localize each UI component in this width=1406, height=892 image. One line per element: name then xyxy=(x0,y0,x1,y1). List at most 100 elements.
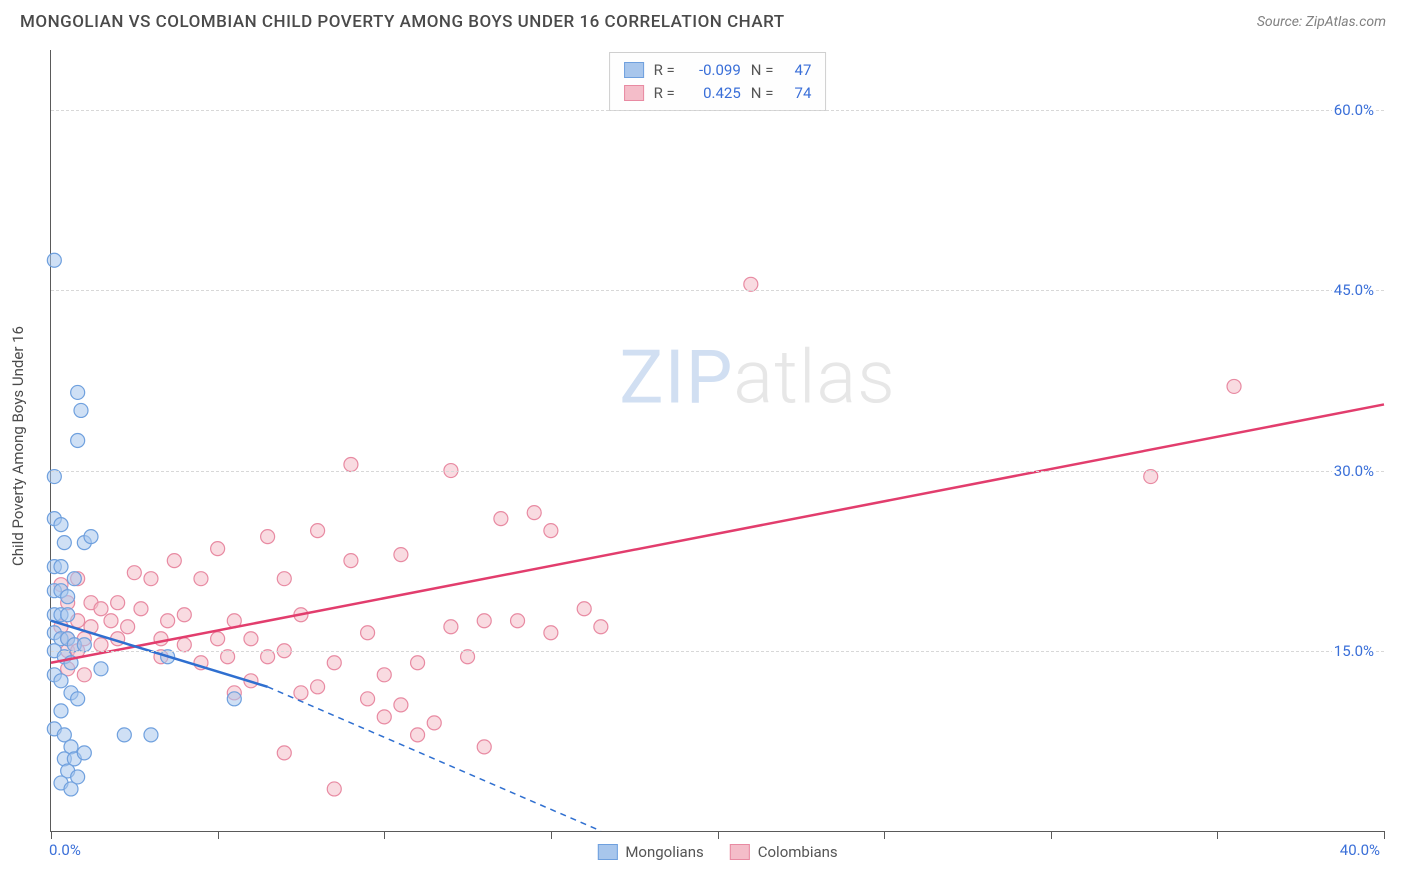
data-point xyxy=(411,656,425,670)
data-point xyxy=(311,680,325,694)
data-point xyxy=(111,596,125,610)
data-point xyxy=(61,590,75,604)
data-point xyxy=(71,770,85,784)
r-label: R = xyxy=(654,59,675,82)
data-point xyxy=(261,650,275,664)
chart-title: MONGOLIAN VS COLOMBIAN CHILD POVERTY AMO… xyxy=(20,12,785,32)
y-axis-title: Child Poverty Among Boys Under 16 xyxy=(9,326,27,566)
r-value-colombians: 0.425 xyxy=(685,82,741,105)
data-point xyxy=(377,710,391,724)
data-point xyxy=(94,638,108,652)
y-tick-label: 45.0% xyxy=(1332,281,1376,299)
data-point xyxy=(117,728,131,742)
x-tick xyxy=(384,831,385,839)
data-point xyxy=(227,692,241,706)
data-point xyxy=(311,524,325,538)
swatch-colombians xyxy=(624,85,644,101)
chart-header: MONGOLIAN VS COLOMBIAN CHILD POVERTY AMO… xyxy=(0,0,1406,40)
x-tick xyxy=(551,831,552,839)
data-point xyxy=(211,542,225,556)
x-tick xyxy=(51,831,52,839)
data-point xyxy=(461,650,475,664)
x-axis-label-max: 40.0% xyxy=(1340,841,1380,859)
data-point xyxy=(261,530,275,544)
x-tick xyxy=(1051,831,1052,839)
data-point xyxy=(344,458,358,472)
data-point xyxy=(1227,379,1241,393)
data-point xyxy=(277,746,291,760)
data-point xyxy=(177,638,191,652)
data-point xyxy=(377,668,391,682)
data-point xyxy=(134,602,148,616)
data-point xyxy=(361,692,375,706)
scatter-svg xyxy=(51,50,1384,831)
data-point xyxy=(47,470,61,484)
data-point xyxy=(71,692,85,706)
data-point xyxy=(494,512,508,526)
data-point xyxy=(394,548,408,562)
gridline xyxy=(51,290,1384,291)
data-point xyxy=(221,650,235,664)
swatch-mongolians xyxy=(624,62,644,78)
data-point xyxy=(121,620,135,634)
data-point xyxy=(77,638,91,652)
data-point xyxy=(77,746,91,760)
data-point xyxy=(327,656,341,670)
data-point xyxy=(427,716,441,730)
data-point xyxy=(244,632,258,646)
data-point xyxy=(67,572,81,586)
data-point xyxy=(527,506,541,520)
data-point xyxy=(167,554,181,568)
legend-row-mongolians: R = -0.099 N = 47 xyxy=(624,59,812,82)
n-label: N = xyxy=(751,82,774,105)
data-point xyxy=(47,253,61,267)
data-point xyxy=(54,674,68,688)
data-point xyxy=(544,626,558,640)
data-point xyxy=(54,518,68,532)
gridline xyxy=(51,651,1384,652)
data-point xyxy=(74,403,88,417)
data-point xyxy=(194,572,208,586)
data-point xyxy=(71,385,85,399)
data-point xyxy=(144,572,158,586)
data-point xyxy=(1144,470,1158,484)
r-label: R = xyxy=(654,82,675,105)
x-tick xyxy=(1384,831,1385,839)
x-tick xyxy=(218,831,219,839)
data-point xyxy=(511,614,525,628)
correlation-legend: R = -0.099 N = 47 R = 0.425 N = 74 xyxy=(609,52,827,111)
data-point xyxy=(77,668,91,682)
data-point xyxy=(54,704,68,718)
data-point xyxy=(277,572,291,586)
data-point xyxy=(177,608,191,622)
data-point xyxy=(361,626,375,640)
x-tick xyxy=(1217,831,1218,839)
x-tick xyxy=(884,831,885,839)
chart-source: Source: ZipAtlas.com xyxy=(1257,14,1386,30)
data-point xyxy=(327,782,341,796)
data-point xyxy=(577,602,591,616)
data-point xyxy=(211,632,225,646)
gridline xyxy=(51,110,1384,111)
data-point xyxy=(94,662,108,676)
x-tick xyxy=(718,831,719,839)
data-point xyxy=(71,434,85,448)
data-point xyxy=(477,740,491,754)
data-point xyxy=(127,566,141,580)
legend-label-colombians: Colombians xyxy=(758,843,838,861)
plot-area: ZIPatlas R = -0.099 N = 47 R = 0.425 N =… xyxy=(50,50,1384,832)
data-point xyxy=(84,530,98,544)
data-point xyxy=(444,620,458,634)
legend-row-colombians: R = 0.425 N = 74 xyxy=(624,82,812,105)
legend-item-colombians: Colombians xyxy=(730,843,838,861)
data-point xyxy=(94,602,108,616)
data-point xyxy=(744,277,758,291)
data-point xyxy=(54,560,68,574)
n-value-mongolians: 47 xyxy=(783,59,811,82)
data-point xyxy=(104,614,118,628)
series-legend: Mongolians Colombians xyxy=(597,843,837,861)
data-point xyxy=(594,620,608,634)
n-value-colombians: 74 xyxy=(783,82,811,105)
x-axis-label-min: 0.0% xyxy=(49,841,81,859)
swatch-mongolians-icon xyxy=(597,844,617,860)
